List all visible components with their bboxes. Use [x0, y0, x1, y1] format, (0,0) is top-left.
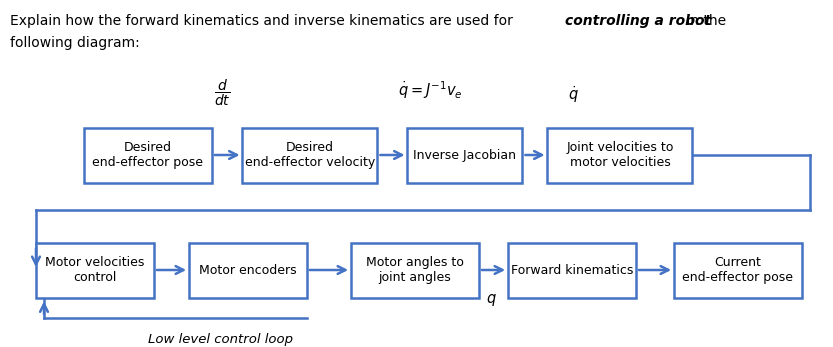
FancyBboxPatch shape [351, 243, 479, 297]
Text: $\dfrac{d}{dt}$: $\dfrac{d}{dt}$ [214, 78, 231, 108]
Text: Joint velocities to
motor velocities: Joint velocities to motor velocities [566, 141, 674, 169]
FancyBboxPatch shape [242, 127, 377, 183]
Text: Desired
end-effector velocity: Desired end-effector velocity [245, 141, 375, 169]
Text: Inverse Jacobian: Inverse Jacobian [413, 149, 516, 161]
FancyBboxPatch shape [547, 127, 692, 183]
Text: Explain how the forward kinematics and inverse kinematics are used for: Explain how the forward kinematics and i… [10, 14, 517, 28]
Text: $\dot{q}$: $\dot{q}$ [568, 84, 579, 105]
FancyBboxPatch shape [36, 243, 154, 297]
Text: Low level control loop: Low level control loop [148, 333, 293, 346]
Text: in the: in the [682, 14, 726, 28]
Text: Motor encoders: Motor encoders [199, 263, 297, 277]
Text: Motor velocities
control: Motor velocities control [45, 256, 145, 284]
FancyBboxPatch shape [407, 127, 522, 183]
Text: Motor angles to
joint angles: Motor angles to joint angles [366, 256, 464, 284]
FancyBboxPatch shape [189, 243, 307, 297]
FancyBboxPatch shape [508, 243, 636, 297]
Text: Desired
end-effector pose: Desired end-effector pose [92, 141, 203, 169]
FancyBboxPatch shape [84, 127, 212, 183]
Text: Forward kinematics: Forward kinematics [511, 263, 633, 277]
Text: $\dot{q}=J^{-1}v_{e}$: $\dot{q}=J^{-1}v_{e}$ [398, 79, 463, 101]
Text: following diagram:: following diagram: [10, 36, 140, 50]
FancyBboxPatch shape [674, 243, 802, 297]
Text: $q$: $q$ [486, 292, 496, 308]
Text: Current
end-effector pose: Current end-effector pose [682, 256, 794, 284]
Text: controlling a robot: controlling a robot [565, 14, 711, 28]
